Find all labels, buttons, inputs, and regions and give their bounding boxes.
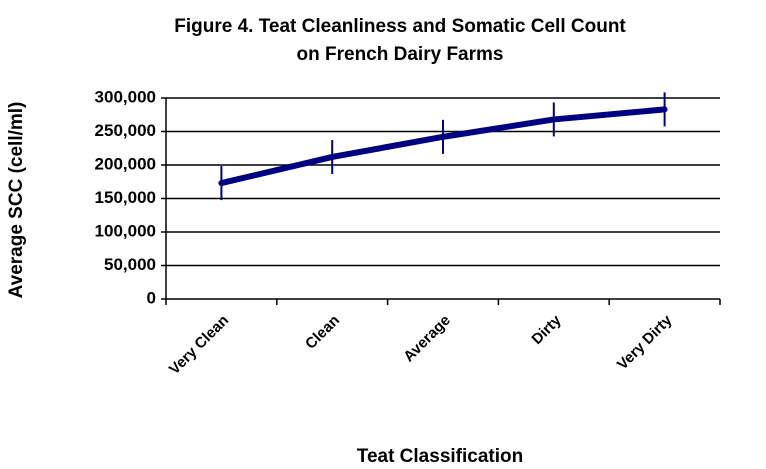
chart-title: Figure 4. Teat Cleanliness and Somatic C… (174, 16, 626, 37)
y-tick-label: 100,000 (95, 221, 156, 240)
chart-subtitle: on French Dairy Farms (297, 44, 504, 65)
x-tick-label: Clean (302, 312, 343, 353)
x-tick-label: Very Dirty (614, 311, 676, 373)
y-tick-label: 200,000 (95, 154, 156, 173)
y-tick-label: 300,000 (95, 87, 156, 106)
x-axis-label: Teat Classification (357, 446, 523, 467)
y-tick-label: 0 (147, 288, 156, 307)
y-tick-label: 250,000 (95, 121, 156, 140)
y-tick-label: 50,000 (104, 255, 156, 274)
x-tick-label: Very Clean (166, 312, 232, 378)
x-tick-label: Average (400, 312, 453, 365)
y-tick-label: 150,000 (95, 188, 156, 207)
y-axis-label: Average SCC (cell/ml) (6, 102, 27, 299)
x-tick-label: Dirty (528, 311, 565, 348)
